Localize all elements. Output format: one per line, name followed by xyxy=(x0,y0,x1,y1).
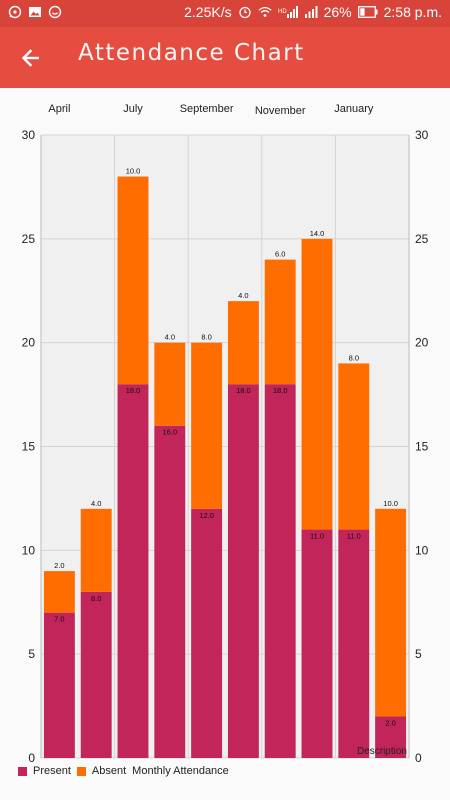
status-bar: 2.25K/s HD 26% 2:58 p.m. xyxy=(0,0,450,27)
gallery-icon xyxy=(29,7,41,17)
bar-present[interactable] xyxy=(264,384,296,758)
value-label-absent: 10.0 xyxy=(126,167,141,176)
y-tick-right: 0 xyxy=(415,751,422,765)
system-status: 2.25K/s HD 26% 2:58 p.m. xyxy=(184,4,442,20)
bar-present[interactable] xyxy=(80,591,112,758)
legend-swatch-present xyxy=(18,766,27,776)
bar-absent[interactable] xyxy=(154,342,186,426)
legend-swatch-absent xyxy=(76,766,86,776)
value-label-absent: 4.0 xyxy=(238,291,248,300)
bar-absent[interactable] xyxy=(117,176,149,385)
legend-absent: Absent xyxy=(76,765,127,777)
value-label-present: 16.0 xyxy=(162,428,177,437)
bar-present[interactable] xyxy=(117,384,149,758)
network-speed: 2.25K/s xyxy=(184,4,232,20)
legend-label-absent: Absent xyxy=(91,765,127,777)
y-tick-left: 30 xyxy=(22,128,36,142)
y-tick-left: 0 xyxy=(28,751,35,765)
y-tick-right: 20 xyxy=(415,336,429,350)
y-tick-left: 10 xyxy=(22,543,36,557)
whatsapp-icon xyxy=(8,5,22,19)
x-tick-label: July xyxy=(123,103,143,115)
x-tick-label: September xyxy=(180,103,234,115)
chart-description: Description xyxy=(357,746,407,757)
bar-absent[interactable] xyxy=(191,342,223,509)
value-label-present: 2.0 xyxy=(385,718,395,727)
bar-present[interactable] xyxy=(338,529,370,758)
y-tick-right: 25 xyxy=(415,232,429,246)
y-tick-right: 5 xyxy=(415,647,422,661)
bar-absent[interactable] xyxy=(43,571,75,613)
value-label-absent: 8.0 xyxy=(201,333,211,342)
value-label-absent: 8.0 xyxy=(349,353,359,362)
value-label-present: 7.0 xyxy=(54,615,64,624)
bar-absent[interactable] xyxy=(80,508,112,592)
y-tick-left: 25 xyxy=(22,232,36,246)
battery-percent: 26% xyxy=(323,4,352,20)
value-label-present: 12.0 xyxy=(199,511,214,520)
value-label-absent: 4.0 xyxy=(165,333,175,342)
bar-absent[interactable] xyxy=(338,363,370,530)
value-label-absent: 6.0 xyxy=(275,250,285,259)
chart-legend: Present Absent Monthly Attendance xyxy=(18,765,235,777)
hd-signal-icon: HD xyxy=(278,6,298,18)
value-label-present: 8.0 xyxy=(91,594,101,603)
y-tick-left: 15 xyxy=(22,440,36,454)
value-label-absent: 10.0 xyxy=(383,499,398,508)
legend-present: Present xyxy=(18,765,71,777)
legend-dataset: Monthly Attendance xyxy=(132,765,229,777)
bar-absent[interactable] xyxy=(227,301,259,385)
value-label-present: 11.0 xyxy=(347,532,361,541)
notification-icons xyxy=(8,5,62,19)
bar-absent[interactable] xyxy=(301,238,333,530)
app-bar: Attendance Chart xyxy=(0,27,450,88)
y-tick-right: 30 xyxy=(415,128,429,142)
bar-present[interactable] xyxy=(43,612,75,758)
legend-label-present: Present xyxy=(33,765,71,777)
x-tick-label: November xyxy=(255,105,306,117)
smiley-icon xyxy=(48,5,62,19)
value-label-absent: 2.0 xyxy=(54,561,64,570)
x-tick-label: April xyxy=(48,103,70,115)
bar-present[interactable] xyxy=(375,716,407,758)
y-tick-left: 20 xyxy=(22,336,36,350)
attendance-chart[interactable]: 0 0 5 5 10 10 15 15 20 20 25 25 30 30 April July Septemb… xyxy=(0,88,450,800)
bar-absent[interactable] xyxy=(264,259,296,385)
bar-present[interactable] xyxy=(191,508,223,758)
svg-text:HD: HD xyxy=(278,9,287,15)
bar-present[interactable] xyxy=(154,425,186,758)
chart-canvas[interactable]: 0 0 5 5 10 10 15 15 20 20 25 25 30 30 April July Septemb… xyxy=(0,88,450,800)
dataset-label: Monthly Attendance xyxy=(132,765,229,777)
alarm-icon xyxy=(238,6,251,19)
value-label-present: 11.0 xyxy=(310,532,324,541)
clock: 2:58 p.m. xyxy=(383,4,442,20)
y-tick-right: 15 xyxy=(415,440,429,454)
battery-icon xyxy=(357,6,378,18)
value-label-present: 18.0 xyxy=(273,386,288,395)
bar-present[interactable] xyxy=(301,529,333,758)
page-title: Attendance Chart xyxy=(78,40,305,66)
signal-icon xyxy=(304,6,318,18)
bar-present[interactable] xyxy=(227,384,259,758)
value-label-absent: 4.0 xyxy=(91,499,101,508)
value-label-absent: 14.0 xyxy=(310,229,325,238)
value-label-present: 18.0 xyxy=(126,386,141,395)
x-tick-label: January xyxy=(334,103,374,115)
y-tick-left: 5 xyxy=(28,647,35,661)
back-arrow-icon[interactable] xyxy=(14,41,48,75)
value-label-present: 18.0 xyxy=(236,386,251,395)
wifi-icon xyxy=(258,6,272,17)
y-tick-right: 10 xyxy=(415,543,429,557)
bar-absent[interactable] xyxy=(375,508,407,717)
